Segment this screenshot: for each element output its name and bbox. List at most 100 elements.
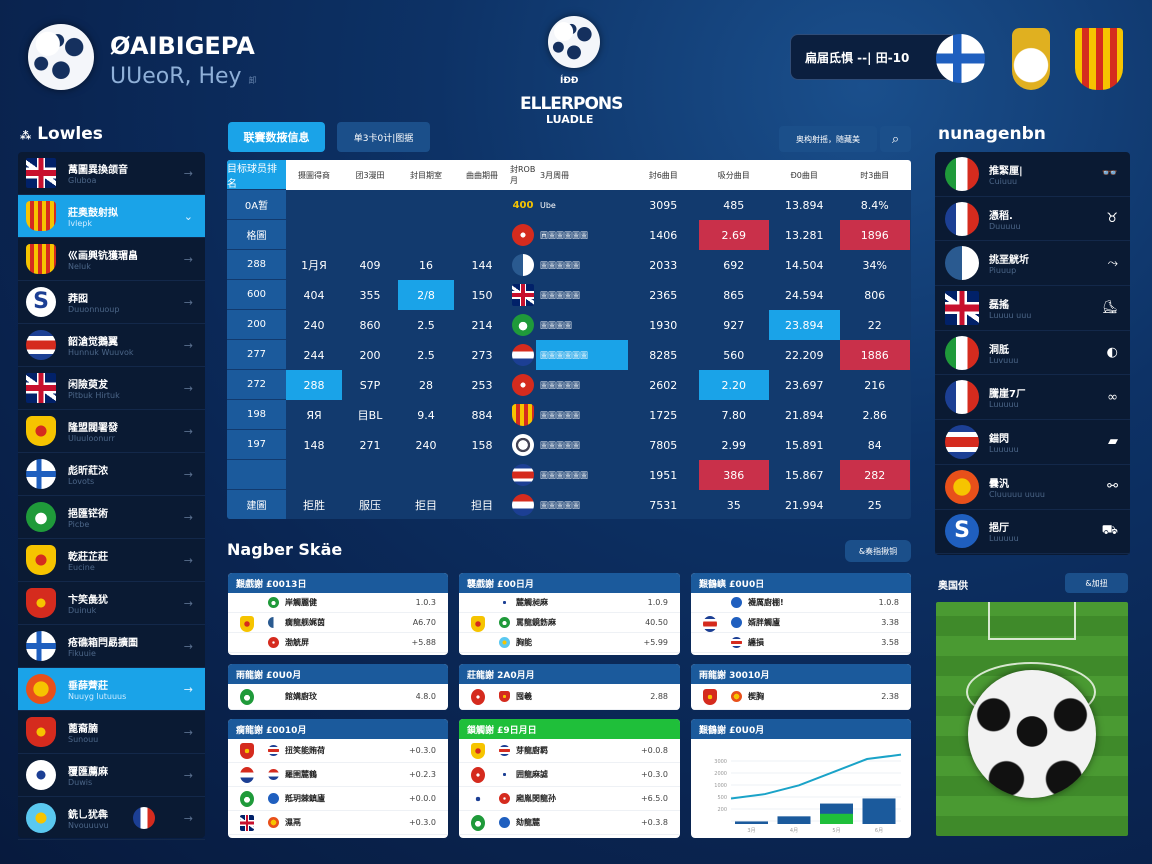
link-icon[interactable]: ⚯ <box>1107 479 1118 495</box>
column-header[interactable]: 时3曲目 <box>860 170 890 180</box>
arrow-right-icon[interactable]: → <box>183 725 193 739</box>
table-row[interactable]: 277 244 200 2.5 273 圖圖圖圖圖圖 8285 560 22.209 1886 <box>227 340 911 370</box>
arrow-right-icon[interactable]: → <box>183 295 193 309</box>
match-card[interactable]: 鎖觸謝 £9日月日 芽龍廚羁 +0.0.8 囲龍麻謔 +0.3.0 廂胤閔龍孙 … <box>459 719 680 838</box>
sidebar-item[interactable]: 闲險萸犮 Pitbuk Hirtuk → <box>18 367 205 410</box>
match-row[interactable]: 瘸龍舰娓茵 A6.70 <box>228 613 448 633</box>
team-list-item[interactable]: 洞胝 Luvuuu ◐ <box>935 331 1130 376</box>
team-list-item[interactable]: 磊搖 Luuuu uuu ⛸ <box>935 286 1130 331</box>
sidebar-item[interactable]: 卞笑彘犹 Duinuk → <box>18 582 205 625</box>
match-card[interactable]: 艱鶴嶼 £0U0日 襪厲廚棚! 1.0.8 婿胖觸廬 3.38 纏損 3.58 <box>691 573 911 655</box>
table-row[interactable]: 600 404 355 2/8 150 圖圖圖圖圖 2365 865 24.594 806 <box>227 280 911 310</box>
match-row[interactable]: 罵龍鏡飭麻 40.50 <box>459 613 680 633</box>
table-row[interactable]: 0A暂 400 Ube 3095 485 13.894 8.4% <box>227 190 911 220</box>
arrow-right-icon[interactable]: → <box>183 338 193 352</box>
arrow-right-icon[interactable]: → <box>183 811 193 825</box>
match-row[interactable]: 廂胤閔龍孙 +6.5.0 <box>459 787 680 811</box>
match-row[interactable]: 扭笑能賄荷 +0.3.0 <box>228 739 448 763</box>
column-header[interactable]: 曲曲期冊 <box>466 170 498 180</box>
table-row[interactable]: 272 288 S7P 28 253 圖圖圖圖圖 2602 2.20 23.697 216 <box>227 370 911 400</box>
top-search-box[interactable]: 扁届氐惧 --| 田-10 <box>790 34 960 80</box>
sidebar-item[interactable]: 銑乚犹犇 Nvouuuvu → <box>18 797 205 840</box>
sidebar-item[interactable]: S 莽囮 Duuonnuoup → <box>18 281 205 324</box>
whistle-icon[interactable]: ⤳ <box>1107 255 1118 271</box>
chevron-down-icon[interactable]: ⌄ <box>183 209 193 223</box>
arrow-right-icon[interactable]: → <box>183 252 193 266</box>
arrow-right-icon[interactable]: → <box>183 467 193 481</box>
match-row[interactable]: 婿胖觸廬 3.38 <box>691 613 911 633</box>
sidebar-item[interactable]: 疮礁箱閂勗擴圄 Fikuuie → <box>18 625 205 668</box>
arrow-right-icon[interactable]: → <box>183 553 193 567</box>
column-header[interactable]: 封ROB月 <box>510 165 536 185</box>
car-icon[interactable]: ⛟ <box>1101 522 1118 538</box>
match-row[interactable]: 羅圉麓鶴 +0.2.3 <box>228 763 448 787</box>
binoculars-icon[interactable]: 👓 <box>1101 166 1118 182</box>
table-row[interactable]: 格圖 圓圖圖圖圖圖 1406 2.69 13.281 1896 <box>227 220 911 250</box>
column-header[interactable]: 吸分曲目 <box>717 170 750 180</box>
column-header[interactable]: 3月周冊 <box>540 170 570 180</box>
schedule-more-button[interactable]: &奏指揪铜 <box>845 540 911 562</box>
table-row[interactable]: 200 240 860 2.5 214 圖圖圖圖 1930 927 23.894 22 <box>227 310 911 340</box>
team-list-item[interactable]: 曇汎 Cluuuuu uuuu ⚯ <box>935 465 1130 510</box>
match-card[interactable]: 雨龍謝 30010月 楔胸 2.38 <box>691 664 911 710</box>
arrow-right-icon[interactable]: → <box>183 682 193 696</box>
car-icon[interactable]: ▰ <box>1108 434 1118 450</box>
column-header[interactable]: 摄圖得商 <box>298 170 330 180</box>
sidebar-item[interactable]: 韶滄觉鵝翼 Hunnuk Wuuvok → <box>18 324 205 367</box>
arrow-right-icon[interactable]: → <box>183 166 193 180</box>
match-row[interactable]: 羝玥棘鎮廬 +0.0.0 <box>228 787 448 811</box>
pitch-button[interactable]: &加扭 <box>1065 573 1128 593</box>
arrow-right-icon[interactable]: → <box>183 768 193 782</box>
match-row[interactable]: 劾龍麓 +0.3.8 <box>459 811 680 835</box>
sidebar-item[interactable]: 乾莊芷莊 Eucine → <box>18 539 205 582</box>
match-row[interactable]: 纏損 3.58 <box>691 633 911 653</box>
team-list-item[interactable]: S 挹厅 Luuuuu ⛟ <box>935 510 1130 555</box>
sidebar-item[interactable]: 彪昕葒浓 Lovots → <box>18 453 205 496</box>
column-header[interactable]: 目标球员排名 <box>227 160 286 190</box>
match-row[interactable]: 襪厲廚棚! 1.0.8 <box>691 593 911 613</box>
match-row[interactable]: 渤觥屏 +5.88 <box>228 633 448 653</box>
table-row[interactable]: 圖圖圖圖圖圖 1951 386 15.867 282 <box>227 460 911 490</box>
table-row[interactable]: 198 ЯЯ 目BL 9.4 884 圖圖圖圖圖 1725 7.80 21.894 2.86 <box>227 400 911 430</box>
match-row[interactable]: 麓觸昶麻 1.0.9 <box>459 593 680 613</box>
match-card[interactable]: 雨龍謝 £0U0月 館媾廚玟 4.8.0 <box>228 664 448 710</box>
sidebar-item[interactable]: 巛画興钪獲瑂畠 Neluk → <box>18 238 205 281</box>
sidebar-item[interactable]: 蓖裔腩 Sunouu → <box>18 711 205 754</box>
table-row[interactable]: 建圖 拒胜 服压 拒目 担目 圖圖圖圖圖 7531 35 21.994 25 <box>227 490 911 519</box>
binoculars-icon[interactable]: ∞ <box>1107 389 1118 405</box>
arrow-right-icon[interactable]: → <box>183 596 193 610</box>
sidebar-item[interactable]: 莊奥鼓射拟 Ivlepk ⌄ <box>18 195 205 238</box>
match-row[interactable]: 楔胸 2.38 <box>691 684 911 710</box>
team-list-item[interactable]: 憑稻. Duuuuu ♉ <box>935 197 1130 242</box>
league-info-button[interactable]: 联賽数掖信息 <box>228 122 325 152</box>
team-list-item[interactable]: 騰崖7ㄏ Luuuuu ∞ <box>935 375 1130 421</box>
column-header[interactable]: 团3漫田 <box>355 170 385 180</box>
arrow-right-icon[interactable]: → <box>183 381 193 395</box>
arrow-right-icon[interactable]: → <box>183 510 193 524</box>
match-card[interactable]: 襲戲謝 £00日月 麓觸昶麻 1.0.9 罵龍鏡飭麻 40.50 胸能 +5.9… <box>459 573 680 655</box>
match-row[interactable]: 囤羲 2.88 <box>459 684 680 710</box>
column-header[interactable]: 封6曲目 <box>648 170 678 180</box>
table-search-input[interactable]: 奥构射摇，随藏美 <box>779 126 877 152</box>
match-row[interactable]: 囲龍麻謔 +0.3.0 <box>459 763 680 787</box>
arrow-right-icon[interactable]: → <box>183 424 193 438</box>
sidebar-item[interactable]: 挹匯铓術 Picbe → <box>18 496 205 539</box>
trophy-icon[interactable]: ♉ <box>1106 211 1118 227</box>
helmet-icon[interactable]: ◐ <box>1106 345 1118 361</box>
match-row[interactable]: 濕鬲 +0.3.0 <box>228 811 448 835</box>
match-card[interactable]: 艱戲謝 £0013日 岸觸麗健 1.0.3 瘸龍舰娓茵 A6.70 渤觥屏 +5… <box>228 573 448 655</box>
team-list-item[interactable]: 推緊厘| Cuiuuu 👓 <box>935 152 1130 197</box>
match-row[interactable]: 館媾廚玟 4.8.0 <box>228 684 448 710</box>
team-list-item[interactable]: 錨閃 Luuuuu ▰ <box>935 420 1130 465</box>
arrow-right-icon[interactable]: → <box>183 639 193 653</box>
match-row[interactable]: 胸能 +5.99 <box>459 633 680 653</box>
sidebar-item[interactable]: 萬圖異換颌音 Gluboa → <box>18 152 205 195</box>
sidebar-item[interactable]: 隆盟閥署發 Uluuloonurr → <box>18 410 205 453</box>
team-list-item[interactable]: 挑垩觥圻 Piuuup ⤳ <box>935 241 1130 287</box>
table-row[interactable]: 197 148 271 240 158 圖圖圖圖圖 7805 2.99 15.891 84 <box>227 430 911 460</box>
search-icon[interactable]: ⌕ <box>880 126 911 152</box>
column-header[interactable]: Ð0曲目 <box>790 170 818 180</box>
stats-button[interactable]: 单3卡0计|图据 <box>337 122 430 152</box>
boot-icon[interactable]: ⛸ <box>1101 300 1118 316</box>
sidebar-item[interactable]: 覆匯薦麻 Duwis → <box>18 754 205 797</box>
